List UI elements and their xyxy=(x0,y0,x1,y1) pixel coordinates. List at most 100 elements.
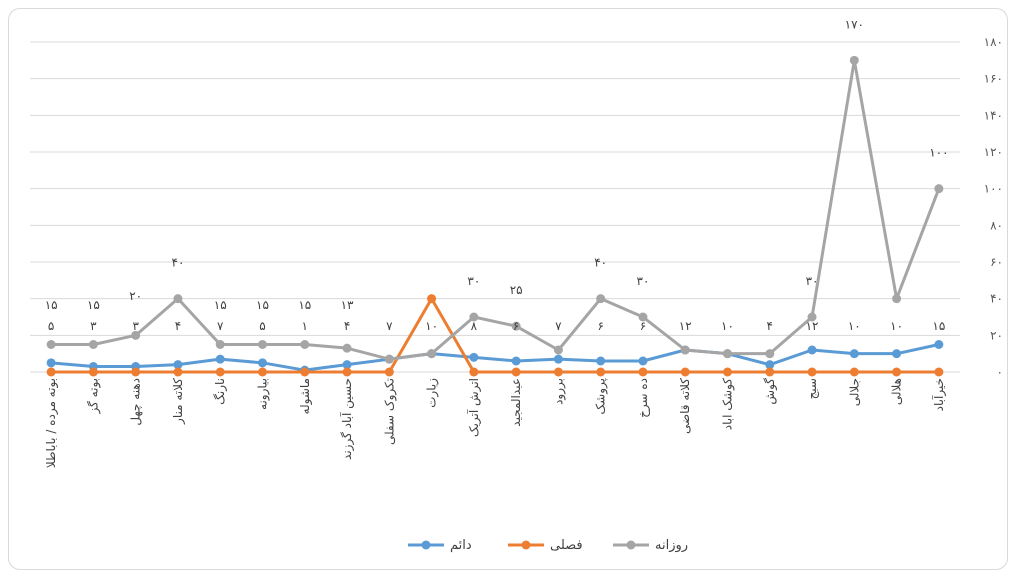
y-tick-label: ۶۰ xyxy=(990,255,1003,269)
data-point xyxy=(849,349,859,359)
x-category-label: تکروک سفلی xyxy=(382,378,397,445)
data-label: ۱۷۰ xyxy=(845,17,864,31)
data-label: ۸ xyxy=(471,319,478,333)
data-label: ۱۵ xyxy=(932,319,945,333)
y-tick-label: ۱۶۰ xyxy=(984,72,1003,86)
data-label: ۶ xyxy=(597,319,603,333)
data-point xyxy=(342,360,352,370)
data-point xyxy=(215,367,225,377)
y-tick-label: ۲۰ xyxy=(990,328,1003,342)
data-label: ۳۰ xyxy=(467,274,480,288)
data-label: ۳ xyxy=(90,319,97,333)
legend-label: روزانه xyxy=(655,538,688,553)
data-point xyxy=(807,345,817,355)
data-point xyxy=(46,367,56,377)
data-label: ۱۵ xyxy=(87,298,100,312)
data-point xyxy=(258,367,267,377)
data-point xyxy=(849,367,859,377)
data-point xyxy=(723,349,732,359)
data-point xyxy=(342,367,352,377)
x-category-label: بوته گز xyxy=(86,378,101,414)
data-label: ۱۰۰ xyxy=(929,146,948,160)
data-label: ۴۰ xyxy=(172,256,185,270)
data-point xyxy=(88,367,98,377)
data-label: ۳۰ xyxy=(806,274,819,288)
x-category-label: نارنگ xyxy=(213,378,228,405)
data-label: ۱ xyxy=(302,319,308,333)
data-point xyxy=(384,354,394,364)
data-point xyxy=(469,352,479,362)
data-point xyxy=(934,367,944,377)
series-line-2 xyxy=(51,58,941,361)
data-label: ۷ xyxy=(555,319,562,333)
data-label: ۳۰ xyxy=(637,274,650,288)
legend-marker xyxy=(521,540,531,550)
data-point xyxy=(723,367,732,377)
data-point xyxy=(258,340,267,349)
y-tick-label: ۱۰۰ xyxy=(984,182,1003,196)
data-point xyxy=(131,367,141,377)
data-label: ۱۵ xyxy=(256,298,269,312)
y-tick-label: ۴۰ xyxy=(990,292,1003,306)
data-point xyxy=(258,358,267,368)
data-point xyxy=(553,367,563,377)
data-point xyxy=(46,358,56,368)
data-point xyxy=(173,367,183,377)
data-point xyxy=(596,294,606,304)
legend-label: فصلی xyxy=(550,538,583,553)
data-point xyxy=(596,356,606,366)
data-point xyxy=(553,345,563,355)
data-point xyxy=(511,321,521,331)
series-line-1 xyxy=(51,297,939,374)
data-point xyxy=(892,294,902,304)
data-point xyxy=(892,367,902,377)
y-tick-label: ۱۸۰ xyxy=(984,35,1003,49)
data-point xyxy=(511,356,521,366)
data-point xyxy=(469,312,479,322)
data-label: ۱۵ xyxy=(45,298,58,312)
y-tick-label: ۱۲۰ xyxy=(984,145,1003,159)
data-point xyxy=(596,367,606,377)
data-label: ۱۰ xyxy=(890,319,903,333)
data-label: ۲۰ xyxy=(129,289,142,303)
data-point xyxy=(807,312,817,322)
data-point xyxy=(215,340,225,349)
data-label: ۴ xyxy=(344,319,350,333)
data-point xyxy=(131,330,141,340)
data-label: ۴ xyxy=(767,319,773,333)
data-point xyxy=(173,294,183,304)
x-category-label: هلالی xyxy=(890,378,904,405)
x-category-label: خیرآباد xyxy=(931,378,947,411)
x-category-label: ماشوله xyxy=(298,378,313,414)
x-category-label: کلاته منار xyxy=(171,378,186,425)
data-point xyxy=(807,367,817,377)
data-point xyxy=(765,367,775,377)
x-category-label: جلالی xyxy=(847,378,861,406)
data-point xyxy=(427,349,437,359)
y-tick-label: ۸۰ xyxy=(990,218,1003,232)
x-category-label: اترش آتریک xyxy=(466,378,482,437)
x-category-label: بررود xyxy=(551,378,566,405)
legend-marker xyxy=(421,540,431,550)
x-category-label: کلاته قاضی xyxy=(678,378,692,434)
data-point xyxy=(511,367,521,377)
data-label: ۱۳ xyxy=(341,298,354,312)
data-label: ۱۵ xyxy=(214,298,227,312)
data-point xyxy=(173,360,183,370)
data-label: ۷ xyxy=(217,319,224,333)
data-point xyxy=(342,343,352,353)
data-point xyxy=(934,184,944,194)
data-point xyxy=(638,312,648,322)
data-point xyxy=(427,294,437,304)
x-category-label: دهنه چهل xyxy=(129,378,143,426)
data-label: ۲۵ xyxy=(510,283,523,297)
x-category-label: کوشک اباد xyxy=(721,378,736,430)
data-point xyxy=(849,55,859,65)
legend-label: دائم xyxy=(450,538,472,553)
x-category-label: ده سرخ xyxy=(636,378,651,418)
data-point xyxy=(638,367,648,377)
data-point xyxy=(680,367,690,377)
series-line-0 xyxy=(51,343,940,372)
data-label: ۴۰ xyxy=(594,256,607,270)
